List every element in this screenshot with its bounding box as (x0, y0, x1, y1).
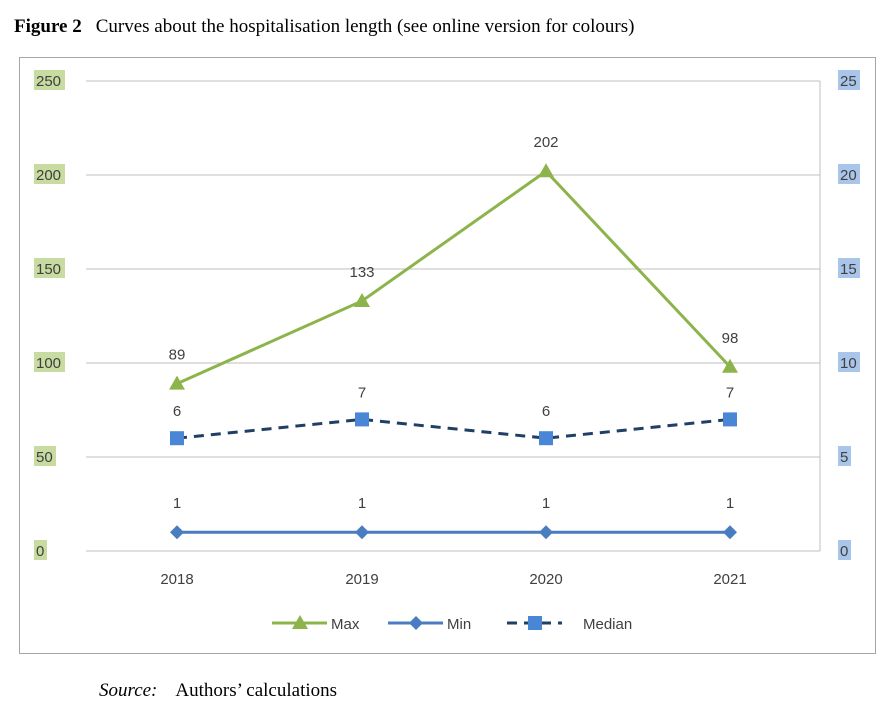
data-point-min (170, 525, 184, 540)
x-axis-tick-label: 2020 (529, 571, 562, 588)
left-axis-tick-label: 50 (36, 449, 53, 466)
left-axis-tick-label: 150 (36, 261, 61, 278)
right-tick-highlight (838, 352, 860, 372)
legend-marker (528, 616, 542, 630)
data-point-min (723, 525, 737, 540)
left-tick-highlight (34, 258, 65, 278)
data-point-max (169, 375, 185, 390)
data-label-median: 6 (173, 403, 181, 420)
data-label-min: 1 (726, 495, 734, 512)
legend-item-max: Max (272, 615, 360, 633)
left-tick-highlight (34, 164, 65, 184)
left-axis-tick-label: 0 (36, 543, 44, 560)
data-point-min (355, 525, 369, 540)
data-point-min (539, 525, 553, 540)
left-tick-highlight (34, 352, 65, 372)
source-text: Authors’ calculations (175, 680, 338, 701)
data-label-min: 1 (173, 495, 181, 512)
data-label-min: 1 (542, 495, 550, 512)
right-tick-highlight (838, 70, 860, 90)
data-label-max: 202 (533, 134, 558, 151)
data-point-median (355, 412, 369, 427)
legend-marker (292, 615, 308, 629)
data-label-max: 89 (169, 347, 186, 364)
legend-item-median: Median (507, 616, 632, 633)
legend-marker (409, 616, 423, 630)
source-label: Source: (99, 680, 158, 701)
line-chart: 0 50 100 150 200 250 0 5 10 15 20 25 2018 2019 2020 202… (34, 70, 860, 633)
data-point-max (354, 292, 370, 307)
series-line-median (176, 417, 731, 440)
right-axis-tick-label: 20 (840, 167, 857, 184)
right-tick-highlight (838, 446, 851, 466)
data-point-max (722, 358, 738, 373)
x-axis-tick-label: 2019 (345, 571, 378, 588)
legend-label: Min (447, 616, 471, 633)
legend-label: Max (331, 616, 360, 633)
figure-title: Curves about the hospitalisation length … (95, 16, 635, 37)
figure-caption: Figure 2 Curves about the hospitalisation… (14, 16, 634, 38)
right-axis-tick-label: 5 (840, 449, 848, 466)
left-axis-tick-label: 100 (36, 355, 61, 372)
legend-label: Median (583, 616, 632, 633)
chart-frame: 0 50 100 150 200 250 0 5 10 15 20 25 2018 2019 2020 202… (19, 57, 876, 654)
figure-label: Figure 2 (14, 16, 82, 37)
data-point-median (539, 431, 553, 446)
data-label-max: 133 (349, 264, 374, 281)
right-axis-tick-label: 15 (840, 261, 857, 278)
right-axis-tick-label: 10 (840, 355, 857, 372)
right-tick-highlight (838, 164, 860, 184)
source-note: Source: Authors’ calculations (99, 680, 337, 702)
right-axis-tick-label: 25 (840, 73, 857, 90)
data-point-median (170, 431, 184, 446)
right-tick-highlight (838, 540, 851, 560)
data-label-median: 7 (358, 384, 366, 401)
left-tick-highlight (34, 446, 56, 466)
left-axis-tick-label: 250 (36, 73, 61, 90)
left-tick-highlight (34, 70, 65, 90)
data-point-max (538, 163, 554, 178)
right-axis-tick-label: 0 (840, 543, 848, 560)
x-axis-tick-label: 2018 (160, 571, 193, 588)
data-label-median: 7 (726, 384, 734, 401)
x-axis-tick-label: 2021 (713, 571, 746, 588)
data-label-max: 98 (722, 330, 739, 347)
data-point-median (723, 412, 737, 427)
left-axis-tick-label: 200 (36, 167, 61, 184)
data-label-min: 1 (358, 495, 366, 512)
right-tick-highlight (838, 258, 860, 278)
series-line-max (176, 169, 732, 386)
data-label-median: 6 (542, 403, 550, 420)
legend-item-min: Min (388, 616, 471, 633)
left-tick-highlight (34, 540, 47, 560)
